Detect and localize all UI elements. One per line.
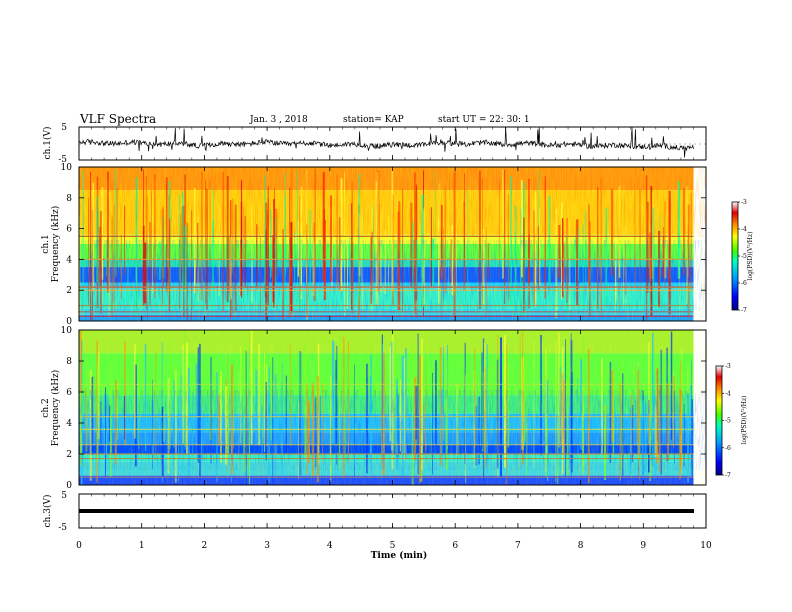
ch2-yticks: 0 2 4 6 8 10: [61, 326, 706, 491]
ch1-ytick-top: 5: [61, 123, 67, 133]
colorbar-tick-label: -5: [741, 253, 747, 260]
ch2-spectrogram-panel: 0 2 4 6 8 10 ch.2 Frequency (kHz): [41, 326, 707, 491]
ch1-spectrogram-panel: 0 2 4 6 8 10 ch.1 Frequency (kHz): [41, 163, 707, 327]
ch1-texture-red: [79, 167, 706, 237]
y-tick-label: 4: [66, 255, 72, 265]
ch1-spec-ylabel-freq: Frequency (kHz): [50, 206, 61, 283]
x-tick-label: 2: [202, 541, 208, 551]
colorbar-tick-label: -6: [741, 280, 747, 287]
x-axis: 0 1 2 3 4 5 6 7 8 9 10: [76, 127, 712, 551]
colorbar-tick-label: -7: [725, 472, 731, 479]
y-tick-label: 10: [61, 163, 73, 173]
y-tick-label: 0: [66, 317, 72, 327]
x-tick-label: 6: [452, 541, 458, 551]
ch1-colorbar-label: log(PSD)(V²/Hz): [747, 232, 754, 281]
y-tick-label: 6: [66, 225, 72, 235]
ch2-colorbar: -3 -4 -5 -6 -7 log(PSD)(V²/Hz): [715, 363, 748, 479]
colorbar-tick-label: -4: [741, 226, 747, 233]
y-tick-label: 4: [66, 419, 72, 429]
ch1-ytick-bottom: -5: [58, 155, 67, 165]
colorbar-tick-label: -5: [725, 418, 731, 425]
y-tick-label: 8: [66, 194, 72, 204]
ch3-ytick-bottom: -5: [58, 523, 67, 533]
x-tick-label: 8: [578, 541, 584, 551]
ch1-waveform-line: [78, 126, 694, 158]
ch2-colorbar-ticks: -3 -4 -5 -6 -7: [722, 363, 731, 479]
x-tick-label: 0: [76, 541, 82, 551]
y-tick-label: 2: [66, 450, 72, 460]
colorbar-tick-label: -6: [725, 445, 731, 452]
ch1-waveform-trace: [78, 126, 694, 158]
x-tick-label: 4: [327, 541, 333, 551]
y-tick-label: 6: [66, 388, 72, 398]
ch1-spec-ylabel-channel: ch.1: [41, 234, 51, 253]
ch2-colorbar-label: log(PSD)(V²/Hz): [741, 396, 748, 445]
y-tick-label: 10: [61, 326, 73, 336]
date-label: Jan. 3 , 2018: [250, 115, 308, 125]
ch2-spec-ylabel-freq: Frequency (kHz): [50, 370, 61, 447]
x-tick-label: 3: [264, 541, 270, 551]
start-time-label: start UT = 22: 30: 1: [438, 115, 530, 125]
x-axis-label: Time (min): [371, 550, 428, 561]
ch1-colorbar-ticks: -3 -4 -5 -6 -7: [738, 199, 747, 314]
colorbar-tick-label: -4: [725, 390, 731, 397]
ch1-texture-blue: [79, 240, 706, 310]
colorbar-tick-label: -3: [725, 363, 731, 370]
ch1-colorbar-scale: [731, 201, 739, 311]
ch3-waveform-panel: 5 -5 ch.3(V): [42, 491, 707, 533]
ch1-waveform-panel: 5 -5 ch.1(V): [42, 123, 707, 165]
ch1-ylabel: ch.1(V): [42, 127, 53, 160]
ch3-ytick-top: 5: [61, 491, 67, 501]
x-tick-label: 1: [139, 541, 145, 551]
chart-title: VLF Spectra: [80, 112, 157, 126]
ch2-spec-ylabel-channel: ch.2: [41, 398, 51, 417]
ch2-colorbar-scale: [715, 365, 723, 476]
ch3-ylabel: ch.3(V): [42, 495, 53, 528]
x-tick-label: 7: [515, 541, 521, 551]
colorbar-tick-label: -7: [741, 307, 747, 314]
x-tick-label: 10: [700, 541, 712, 551]
ch1-colorbar: -3 -4 -5 -6 -7 log(PSD)(V²/Hz): [731, 199, 754, 314]
y-tick-label: 2: [66, 286, 72, 296]
colorbar-tick-label: -3: [741, 199, 747, 206]
y-tick-label: 8: [66, 357, 72, 367]
y-tick-label: 0: [66, 481, 72, 491]
station-label: station= KAP: [343, 115, 404, 125]
ch2-texture-blue: [79, 390, 706, 470]
x-tick-label: 5: [390, 541, 396, 551]
ch1-yticks: 0 2 4 6 8 10: [61, 163, 706, 327]
x-tick-label: 9: [640, 541, 646, 551]
